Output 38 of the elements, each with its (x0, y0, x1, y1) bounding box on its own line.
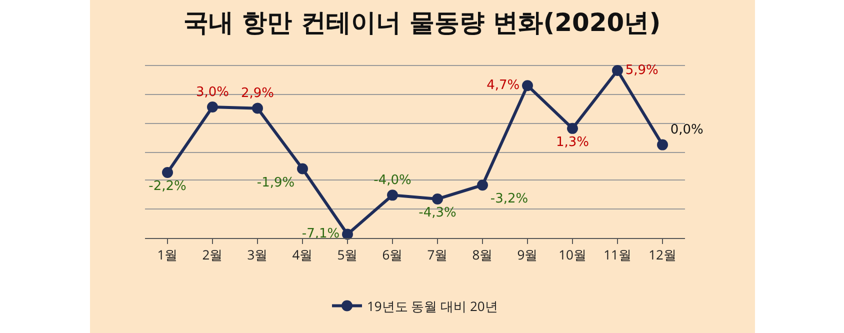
point (522, 80, 533, 92)
data-label: -2,2% (148, 179, 186, 194)
point (477, 180, 488, 191)
x-tick-label: 11월 (604, 246, 632, 264)
point (342, 228, 353, 240)
point (612, 64, 623, 76)
data-label: -1,9% (256, 175, 295, 190)
data-label: 3,0% (196, 84, 230, 100)
x-tick-label: 6월 (382, 246, 403, 264)
x-tick-label: 8월 (472, 246, 493, 264)
x-tick-label: 4월 (292, 246, 313, 264)
x-tick-label: 1월 (157, 246, 178, 264)
point (207, 102, 218, 113)
data-label: 0,0% (670, 122, 704, 138)
x-tick-label: 5월 (337, 246, 358, 264)
point (297, 163, 308, 174)
point (432, 193, 443, 204)
x-tick-label: 7월 (427, 246, 448, 264)
legend-label: 19년도 동월 대비 20년 (367, 296, 498, 315)
data-label: 1,3% (556, 135, 590, 150)
x-tick-label: 2월 (202, 246, 223, 264)
chart-title: 국내 항만 컨테이너 물동량 변화(2020년) (183, 8, 661, 37)
data-label: -4,0% (374, 173, 412, 188)
data-label: 4,7% (486, 78, 520, 93)
data-label: 2,9% (240, 86, 274, 102)
data-label: -3,2% (490, 192, 528, 207)
point (252, 102, 263, 114)
point (162, 167, 173, 178)
data-label: -4,3% (418, 206, 456, 221)
point (387, 190, 398, 201)
data-label: 5,9% (625, 62, 658, 78)
x-tick-label: 12월 (648, 246, 676, 264)
x-tick-label: 9월 (517, 246, 538, 264)
data-label: -7,1% (302, 226, 340, 242)
point (657, 139, 668, 150)
point (567, 122, 578, 134)
x-tick-label: 3월 (247, 246, 268, 264)
x-tick-label: 10월 (558, 246, 586, 264)
